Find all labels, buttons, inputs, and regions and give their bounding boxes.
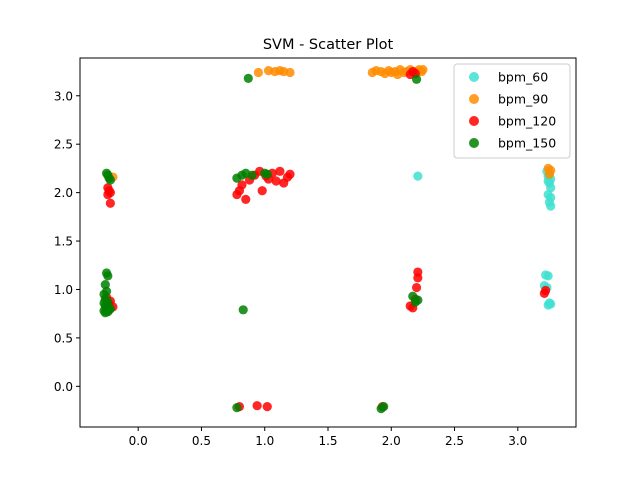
point-bpm_60-18 <box>543 300 553 310</box>
point-bpm_120-37 <box>252 401 262 411</box>
legend-label-bpm_90: bpm_90 <box>498 92 548 107</box>
series-bpm_90 <box>108 65 556 182</box>
point-bpm_150-5 <box>105 175 115 185</box>
point-bpm_120-20 <box>275 166 285 176</box>
point-bpm_150-11 <box>262 169 272 179</box>
point-bpm_90-26 <box>544 169 555 179</box>
point-bpm_120-33 <box>413 267 423 277</box>
point-bpm_90-5 <box>285 67 295 78</box>
point-bpm_150-14 <box>103 271 113 281</box>
point-bpm_120-31 <box>411 282 422 293</box>
legend-label-bpm_60: bpm_60 <box>498 70 548 85</box>
series-bpm_150 <box>99 73 423 414</box>
y-tick-label: 3.0 <box>54 89 73 103</box>
point-bpm_120-15 <box>257 186 267 196</box>
y-tick-label: 2.0 <box>54 186 73 200</box>
x-tick-label: 3.0 <box>508 434 527 448</box>
point-bpm_150-29 <box>413 295 423 305</box>
point-bpm_150-9 <box>247 170 257 180</box>
legend-marker-bpm_120 <box>469 116 479 126</box>
y-tick-label: 1.0 <box>54 283 73 297</box>
x-tick-label: 0.0 <box>129 434 148 448</box>
x-tick-label: 1.0 <box>255 434 274 448</box>
x-tick-label: 0.5 <box>192 434 211 448</box>
points-layer <box>99 65 556 414</box>
point-bpm_120-19 <box>271 176 281 186</box>
point-bpm_120-6 <box>105 188 115 198</box>
point-bpm_150-30 <box>238 305 248 315</box>
legend-marker-bpm_150 <box>469 138 479 148</box>
x-tick-label: 2.5 <box>445 434 464 448</box>
point-bpm_120-23 <box>285 169 295 179</box>
legend-label-bpm_150: bpm_150 <box>498 136 556 151</box>
point-bpm_60-0 <box>413 171 423 181</box>
point-bpm_120-11 <box>241 194 251 204</box>
legend: bpm_60 bpm_90 bpm_120 bpm_150 <box>453 63 571 159</box>
point-bpm_90-22 <box>418 65 428 75</box>
point-bpm_150-0 <box>243 73 253 83</box>
x-tick-label: 2.0 <box>382 434 401 448</box>
point-bpm_120-38 <box>262 402 272 412</box>
point-bpm_120-7 <box>105 198 115 208</box>
chart-title: SVM - Scatter Plot <box>263 37 394 53</box>
legend-marker-bpm_60 <box>469 72 479 82</box>
legend-label-bpm_120: bpm_120 <box>498 114 556 129</box>
x-axis: 0.0 0.5 1.0 1.5 2.0 2.5 3.0 <box>129 427 527 448</box>
point-bpm_150-1 <box>411 74 422 84</box>
point-bpm_150-26 <box>100 308 110 318</box>
point-bpm_120-35 <box>541 285 551 296</box>
legend-marker-bpm_90 <box>469 94 479 104</box>
y-tick-label: 2.5 <box>54 138 73 152</box>
point-bpm_60-11 <box>546 201 556 211</box>
legend-box <box>453 63 571 159</box>
point-bpm_150-31 <box>232 403 242 413</box>
y-tick-label: 1.5 <box>54 235 73 249</box>
y-tick-label: 0.0 <box>54 380 73 394</box>
y-tick-label: 0.5 <box>54 331 73 345</box>
point-bpm_150-33 <box>379 402 389 412</box>
point-bpm_120-10 <box>237 180 247 190</box>
point-bpm_90-0 <box>253 67 264 78</box>
y-axis: 0.0 0.5 1.0 1.5 2.0 2.5 3.0 <box>54 89 80 394</box>
point-bpm_150-16 <box>101 286 112 297</box>
x-tick-label: 1.5 <box>318 434 337 448</box>
point-bpm_60-13 <box>543 271 553 281</box>
